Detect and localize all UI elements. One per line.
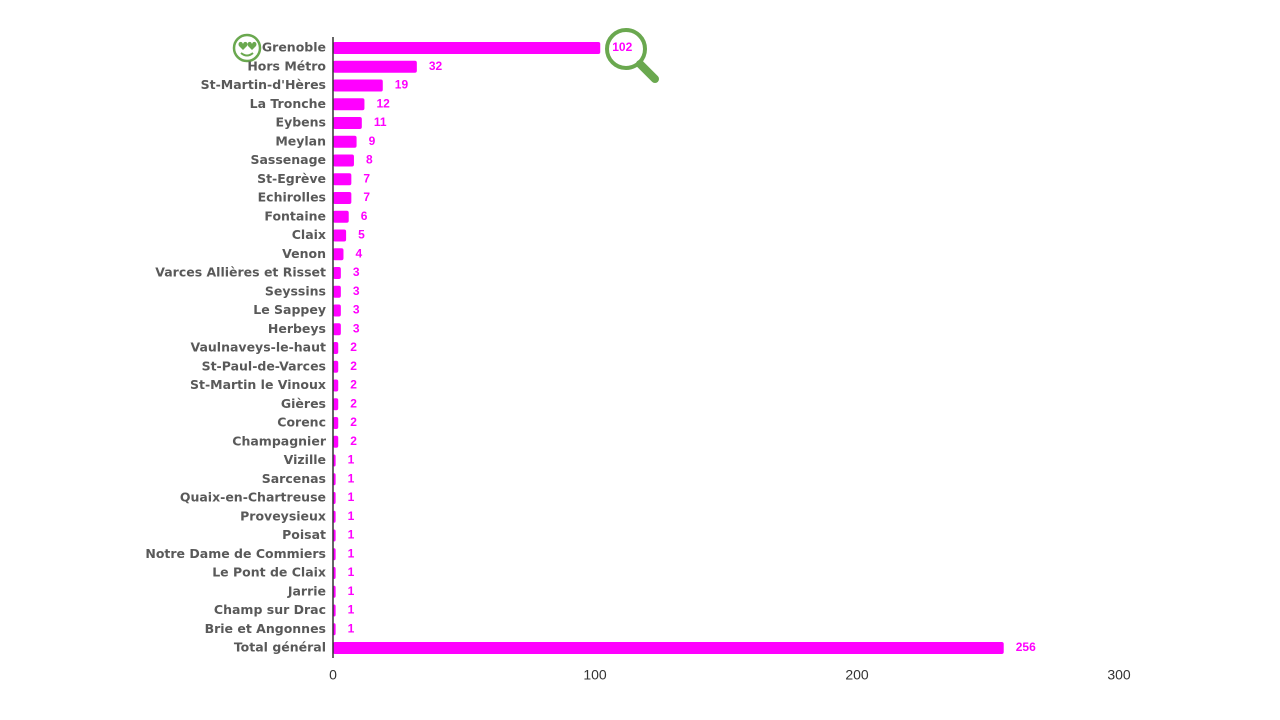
value-label: 3: [353, 265, 360, 279]
value-label: 32: [429, 59, 443, 73]
bar: [333, 417, 339, 429]
y-tick-label: Eybens: [276, 115, 326, 130]
bar: [333, 117, 362, 129]
bar: [333, 379, 339, 392]
y-tick-label: Notre Dame de Commiers: [145, 546, 326, 561]
bar: [333, 285, 341, 298]
value-label: 2: [350, 434, 357, 448]
y-tick-label: Le Sappey: [253, 302, 326, 317]
y-tick-label: Proveysieux: [240, 508, 326, 523]
x-tick-label: 300: [1107, 667, 1131, 683]
value-label: 1: [348, 584, 355, 598]
y-tick-label: Echirolles: [258, 190, 326, 205]
value-label: 3: [353, 284, 360, 298]
y-tick-label: Hors Métro: [247, 58, 326, 73]
value-label: 2: [350, 340, 357, 354]
bar: [333, 323, 341, 336]
x-tick-label: 0: [329, 667, 337, 683]
value-label: 11: [374, 115, 387, 129]
value-label: 2: [350, 396, 357, 410]
y-tick-label: Poisat: [282, 527, 326, 542]
value-label: 1: [348, 603, 355, 617]
bar: [333, 173, 352, 186]
y-tick-label: Herbeys: [268, 321, 326, 336]
y-tick-label: Champagnier: [232, 433, 327, 448]
value-label: 1: [348, 509, 355, 523]
y-tick-label: Meylan: [275, 133, 326, 148]
y-tick-label: St-Martin-d'Hères: [201, 77, 326, 92]
bar: [333, 360, 339, 373]
y-tick-label: St-Martin le Vinoux: [190, 377, 326, 392]
y-tick-label: Brie et Angonnes: [205, 621, 326, 636]
y-tick-label: Corenc: [277, 415, 326, 430]
value-label: 1: [348, 546, 355, 560]
value-label: 3: [353, 303, 360, 317]
y-tick-label: St-Paul-de-Varces: [202, 358, 326, 373]
bar: [333, 135, 357, 148]
value-label: 1: [348, 453, 355, 467]
y-tick-label: Venon: [282, 246, 326, 261]
value-label: 102: [612, 40, 632, 54]
value-label: 4: [355, 246, 362, 260]
value-label: 9: [369, 134, 376, 148]
value-label: 12: [376, 96, 390, 110]
value-label: 1: [348, 621, 355, 635]
y-tick-label: St-Egrève: [257, 171, 326, 186]
x-tick-label: 200: [845, 667, 869, 683]
bar: [333, 229, 347, 242]
magnifier-icon: [605, 28, 659, 83]
value-label: 1: [348, 528, 355, 542]
y-tick-label: Gières: [281, 396, 326, 411]
bar: [333, 435, 339, 448]
bar: [333, 248, 344, 261]
value-label: 256: [1016, 640, 1036, 654]
y-tick-label: Total général: [234, 640, 326, 655]
y-tick-label: Quaix-en-Chartreuse: [180, 490, 326, 505]
value-label: 7: [363, 171, 370, 185]
value-label: 5: [358, 228, 365, 242]
y-tick-label: La Tronche: [250, 96, 326, 111]
x-tick-label: 100: [583, 667, 607, 683]
bar: [333, 267, 341, 279]
smiley-icon: [232, 33, 262, 63]
bar: [333, 342, 339, 354]
y-tick-label: Sassenage: [250, 152, 326, 167]
bar: [333, 210, 349, 223]
y-tick-label: Le Pont de Claix: [212, 565, 326, 580]
y-tick-label: Jarrie: [287, 583, 326, 598]
y-tick-label: Vaulnaveys-le-haut: [190, 340, 326, 355]
bar: [333, 79, 383, 92]
bar: [333, 42, 601, 54]
y-tick-label: Varces Allières et Risset: [155, 265, 326, 280]
value-label: 7: [363, 190, 370, 204]
y-tick-label: Seyssins: [265, 283, 326, 298]
bar: [333, 154, 354, 167]
bar: [333, 60, 417, 73]
bar: [333, 642, 1004, 654]
bar: [333, 98, 365, 111]
bar: [333, 192, 352, 204]
y-tick-label: Vizille: [284, 452, 326, 467]
y-tick-label: Claix: [292, 227, 326, 242]
y-tick-label: Sarcenas: [262, 471, 326, 486]
value-label: 6: [361, 209, 368, 223]
y-tick-label: Fontaine: [264, 208, 326, 223]
value-label: 1: [348, 471, 355, 485]
value-label: 1: [348, 490, 355, 504]
value-label: 2: [350, 415, 357, 429]
bar: [333, 304, 341, 317]
value-label: 2: [350, 378, 357, 392]
y-tick-label: Grenoble: [262, 40, 326, 55]
value-label: 19: [395, 78, 409, 92]
value-label: 3: [353, 321, 360, 335]
value-label: 8: [366, 153, 373, 167]
value-label: 1: [348, 565, 355, 579]
value-label: 2: [350, 359, 357, 373]
bar: [333, 398, 339, 411]
y-tick-label: Champ sur Drac: [214, 602, 326, 617]
